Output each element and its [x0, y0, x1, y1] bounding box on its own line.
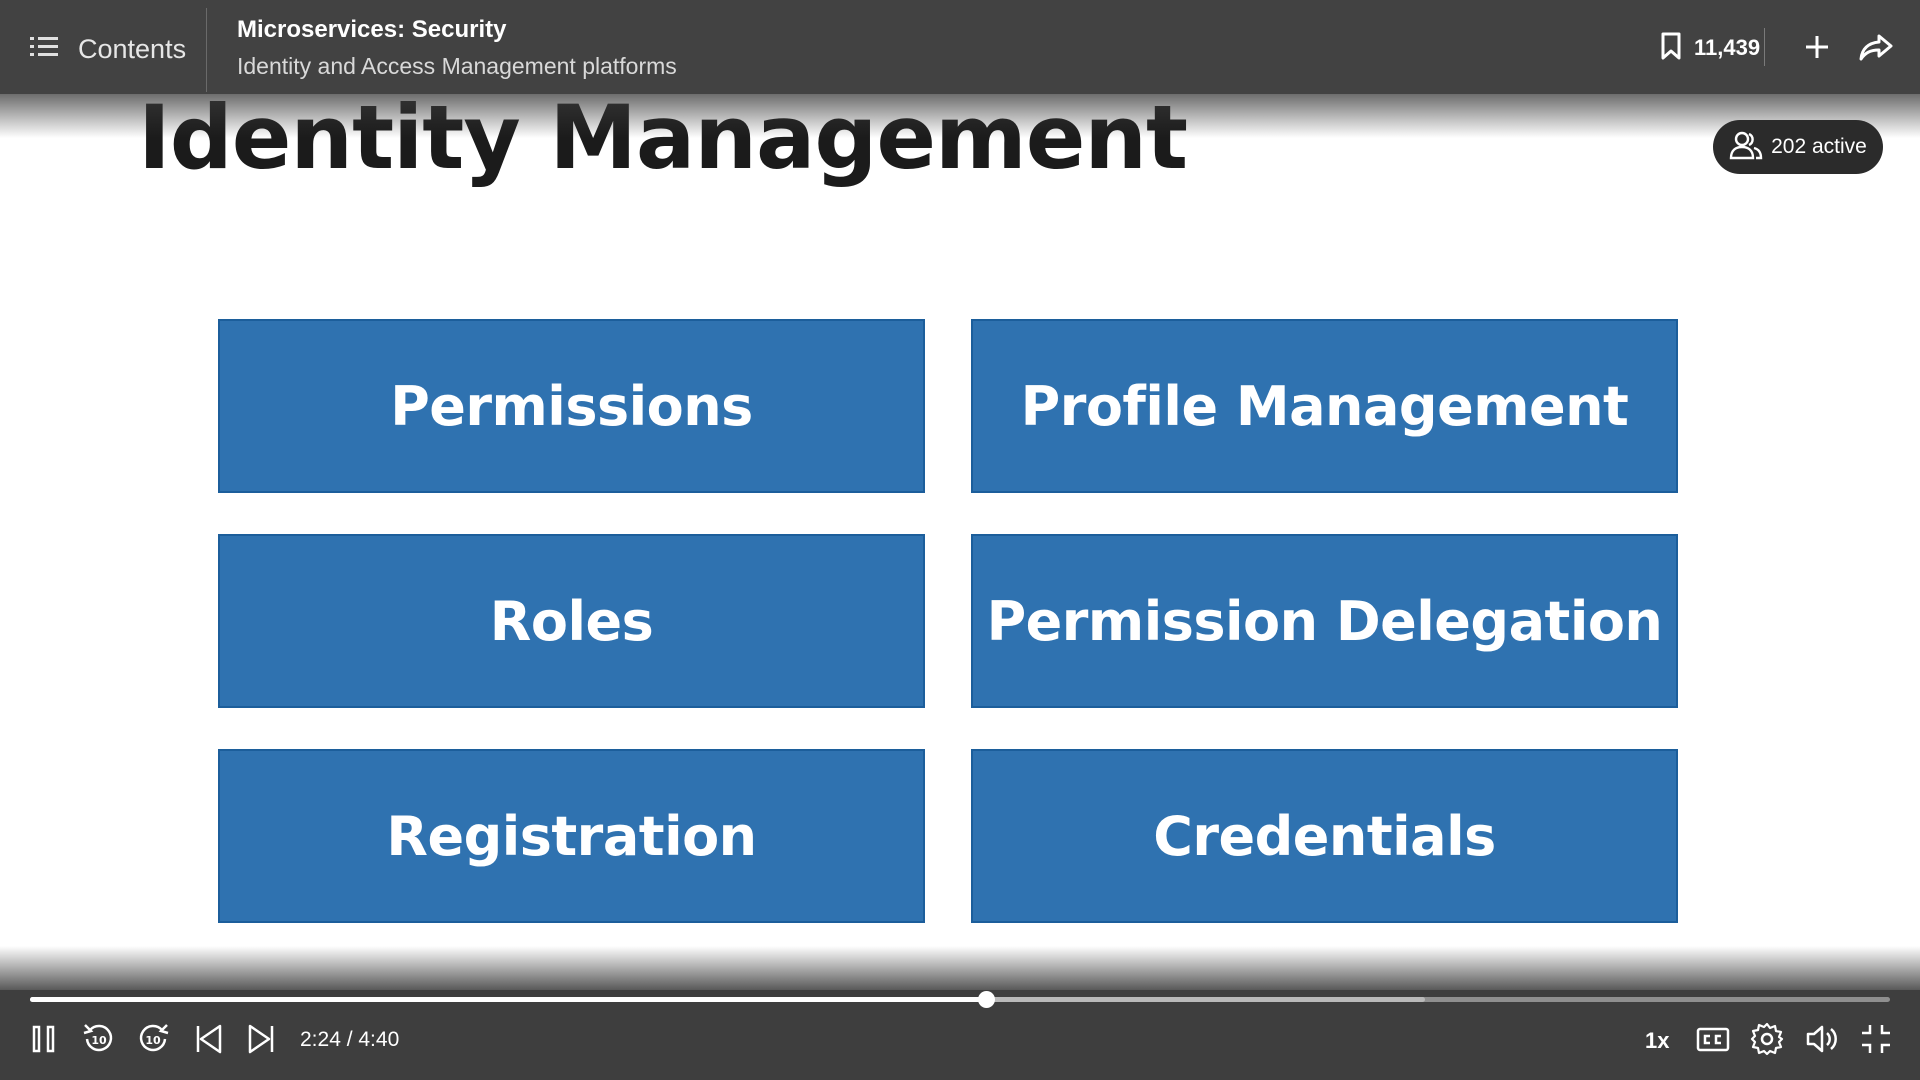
contents-label: Contents	[78, 33, 187, 64]
slide-tile: Permission Delegation	[971, 534, 1678, 708]
closed-captions-icon	[1695, 1021, 1731, 1061]
seek-bar-handle[interactable]	[978, 991, 996, 1008]
slide-title: Identity Management	[138, 86, 1188, 189]
contents-button[interactable]: Contents	[28, 26, 186, 72]
slide-tile: Roles	[218, 534, 925, 708]
bookmark-button[interactable]: 11,439	[1658, 32, 1768, 64]
svg-text:10: 10	[91, 1034, 107, 1047]
player-header: Contents Microservices: Security Identit…	[0, 0, 1920, 94]
video-title: Identity and Access Management platforms	[237, 53, 677, 79]
header-divider	[206, 8, 207, 92]
active-viewers-label: 202 active	[1771, 135, 1867, 158]
share-icon	[1858, 34, 1894, 68]
share-button[interactable]	[1858, 30, 1894, 64]
exit-fullscreen-icon	[1858, 1021, 1894, 1061]
replay-10-icon: 10	[81, 1021, 117, 1061]
skip-next-icon	[244, 1021, 280, 1061]
list-icon	[28, 31, 60, 67]
next-video-button[interactable]	[242, 1021, 282, 1061]
pause-icon	[26, 1021, 62, 1061]
skip-forward-button[interactable]: 10	[133, 1021, 173, 1061]
seek-bar[interactable]	[30, 991, 1890, 1008]
skip-previous-icon	[190, 1021, 226, 1061]
volume-icon	[1804, 1021, 1840, 1061]
slide-tile: Profile Management	[971, 319, 1678, 493]
controls-shadow	[0, 946, 1920, 990]
gear-icon	[1749, 1021, 1785, 1061]
seek-bar-played	[30, 997, 987, 1002]
previous-video-button[interactable]	[188, 1021, 228, 1061]
header-action-divider	[1764, 28, 1765, 66]
slide-tile-grid: Permissions Profile Management Roles Per…	[218, 319, 1678, 923]
time-display: 2:24 / 4:40	[300, 1028, 400, 1051]
pause-button[interactable]	[24, 1021, 64, 1061]
course-title[interactable]: Microservices: Security	[237, 16, 507, 43]
people-icon	[1729, 130, 1763, 164]
bookmark-icon	[1658, 32, 1684, 64]
exit-fullscreen-button[interactable]	[1856, 1021, 1896, 1061]
slide-tile: Credentials	[971, 749, 1678, 923]
add-to-collection-button[interactable]	[1800, 30, 1834, 64]
plus-icon	[1800, 36, 1834, 68]
playback-speed-button[interactable]: 1x	[1645, 1028, 1670, 1053]
settings-button[interactable]	[1747, 1021, 1787, 1061]
player-controls	[0, 990, 1920, 1080]
skip-back-button[interactable]: 10	[79, 1021, 119, 1061]
captions-button[interactable]	[1693, 1021, 1733, 1061]
slide-tile: Registration	[218, 749, 925, 923]
volume-button[interactable]	[1802, 1021, 1842, 1061]
active-viewers-badge[interactable]: 202 active	[1713, 120, 1883, 174]
forward-10-icon: 10	[135, 1021, 171, 1061]
bookmark-count: 11,439	[1694, 35, 1761, 60]
svg-text:10: 10	[145, 1034, 161, 1047]
slide-tile: Permissions	[218, 319, 925, 493]
